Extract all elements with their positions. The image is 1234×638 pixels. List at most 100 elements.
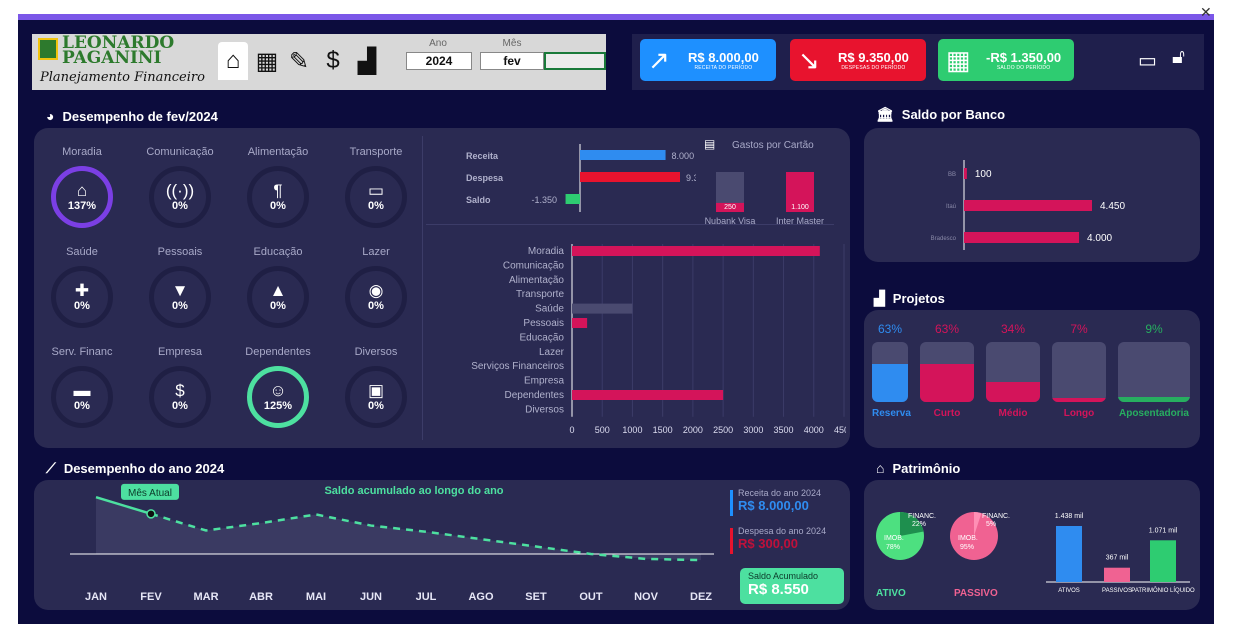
- saldo-acumulado-badge: Saldo Acumulado R$ 8.550: [740, 568, 844, 604]
- month-axis-label: SET: [525, 591, 547, 603]
- kpi-despesa: ↘ R$ 9.350,00 DESPESAS DO PERÍODO: [790, 39, 926, 81]
- category-progress-ring: ((·)) 0%: [149, 166, 211, 228]
- card-bar-value: 250: [724, 204, 736, 211]
- month-panel: Moradia ⌂ 137% Comunicação ((·)) 0% Alimentaçã…: [34, 128, 850, 448]
- projects-icon: ▟: [874, 290, 885, 306]
- patrimonio-bar: [1056, 526, 1082, 582]
- category-label: Diversos: [354, 346, 398, 358]
- project-label: Aposentadoria: [1118, 408, 1189, 419]
- x-tick-label: 4000: [804, 425, 824, 435]
- month-select[interactable]: fev: [480, 52, 544, 70]
- category-label: Pessoais: [157, 246, 203, 258]
- month-axis-label: JUN: [360, 591, 382, 603]
- project-percent: 63%: [934, 322, 960, 336]
- project-progress-fill: [1118, 396, 1190, 402]
- category-3: Alimentação ¶ 0%: [238, 146, 318, 228]
- patrimonio-bar: [1150, 540, 1176, 582]
- divider: [422, 136, 423, 440]
- current-month-label: Mês Atual: [128, 488, 172, 499]
- dashboard-window: LEONARDO PAGANINI Planejamento Financeir…: [18, 14, 1214, 624]
- year-label: Ano: [429, 38, 447, 49]
- pie-label-imob: IMOB.: [958, 535, 978, 542]
- projects-section-title: ▟ Projetos: [874, 290, 945, 307]
- x-tick-label: 2500: [713, 425, 733, 435]
- project-label: Curto: [933, 408, 961, 419]
- presentation-icon[interactable]: ▭: [1138, 50, 1157, 72]
- bank-label: BB: [948, 172, 956, 178]
- selected-cell[interactable]: [544, 52, 606, 70]
- category-label: Serv. Financ: [51, 346, 113, 358]
- category-progress-ring: ⌂ 137%: [51, 166, 113, 228]
- growth-icon[interactable]: ▟: [357, 47, 377, 75]
- receita-despesa-chart: Receita 8.000 Despesa 9.350 Saldo -1.350: [466, 144, 696, 212]
- project-progress-fill: [872, 364, 908, 402]
- category-bar: [572, 390, 724, 400]
- current-month-tag: [121, 483, 179, 500]
- bank-balance-chart: BB 100 Itaú 4.450 Bradesco 4.000: [931, 160, 1125, 250]
- project-progress-bar: [920, 342, 974, 402]
- category-percent: 0%: [74, 400, 90, 412]
- bank-icon: 🏛︎: [876, 106, 894, 122]
- card-spending-chart: ▤ Gastos por Cartão 250 Nubank Visa 1.100 Int…: [704, 137, 824, 226]
- card-chart-title: Gastos por Cartão: [732, 140, 814, 151]
- balance-line-projected: [150, 512, 702, 562]
- category-bar: [572, 303, 633, 314]
- unlock-icon[interactable]: 🔓︎: [1172, 46, 1185, 68]
- category-label: Transporte: [349, 146, 403, 158]
- pie-value-imob: 95%: [960, 544, 974, 551]
- project-progress-bar: [1052, 342, 1106, 402]
- project-label: Reserva: [872, 408, 911, 419]
- category-axis-label: Serviços Financeiros: [471, 361, 564, 372]
- project-label: Longo: [1063, 408, 1095, 419]
- patrimonio-charts: FINANC.22%IMOB.78%ATIVOFINANC.5%IMOB.95%…: [876, 512, 1195, 599]
- category-percent: 0%: [270, 200, 286, 212]
- home-icon[interactable]: ⌂: [218, 42, 248, 80]
- project-percent: 9%: [1145, 322, 1163, 336]
- car-icon: ▭: [367, 181, 385, 200]
- pie-slice-minor: [900, 512, 924, 536]
- year-receita-value: R$ 8.000,00: [738, 498, 809, 513]
- bank-value-label: 100: [975, 169, 992, 180]
- table-icon[interactable]: ▦: [255, 47, 279, 75]
- month-axis-label: ABR: [249, 591, 273, 603]
- category-percent: 0%: [74, 300, 90, 312]
- pie-title: PASSIVO: [954, 588, 998, 599]
- year-select[interactable]: 2024: [406, 52, 472, 70]
- month-axis-label: MAI: [306, 591, 326, 603]
- patrimonio-title-text: Patrimônio: [892, 460, 961, 476]
- category-percent: 0%: [172, 400, 188, 412]
- category-axis-label: Dependentes: [505, 390, 565, 401]
- patrimonio-bar-value: 1.438 mil: [1055, 513, 1084, 520]
- year-receita-box: Receita do ano 2024 R$ 8.000,00: [730, 488, 830, 516]
- patrimonio-section-title: ⌂ Patrimônio: [876, 460, 960, 476]
- notes-icon[interactable]: ✎: [288, 47, 310, 75]
- category-1: Moradia ⌂ 137%: [42, 146, 122, 228]
- money-house-icon[interactable]: $: [326, 47, 340, 74]
- bank-value-label: 4.000: [1087, 233, 1112, 244]
- month-axis-label: JAN: [85, 591, 107, 603]
- project-reserva: 63% Reserva: [872, 322, 911, 419]
- pie-slice-minor: [974, 512, 982, 536]
- x-tick-label: 500: [595, 425, 610, 435]
- category-percent: 0%: [172, 200, 188, 212]
- x-tick-label: 3500: [774, 425, 794, 435]
- logo-line1: LEONARDO: [62, 33, 175, 53]
- bar-value-label: 9.350: [686, 173, 696, 183]
- card-bar: [716, 202, 744, 212]
- logo: LEONARDO PAGANINI Planejamento Financeir…: [38, 33, 218, 88]
- calculator-icon: ▦: [946, 44, 971, 75]
- pie-chart-icon: ◕: [46, 108, 55, 124]
- bank-bar: [964, 232, 1080, 243]
- bank-value-label: 4.450: [1100, 201, 1125, 212]
- category-label: Empresa: [157, 346, 203, 358]
- despesa-marker: [730, 528, 733, 554]
- close-icon[interactable]: ✕: [1200, 4, 1212, 20]
- logo-line2: PAGANINI: [62, 48, 162, 68]
- category-progress-ring: ▣ 0%: [345, 366, 407, 428]
- category-percent: 125%: [263, 400, 293, 412]
- category-progress-ring: ▬ 0%: [51, 366, 113, 428]
- kpi-saldo-value: -R$ 1.350,00: [986, 49, 1062, 65]
- category-axis-label: Diversos: [525, 404, 564, 415]
- signal-icon: ((·)): [165, 181, 195, 200]
- category-progress-ring: ☺ 125%: [247, 366, 309, 428]
